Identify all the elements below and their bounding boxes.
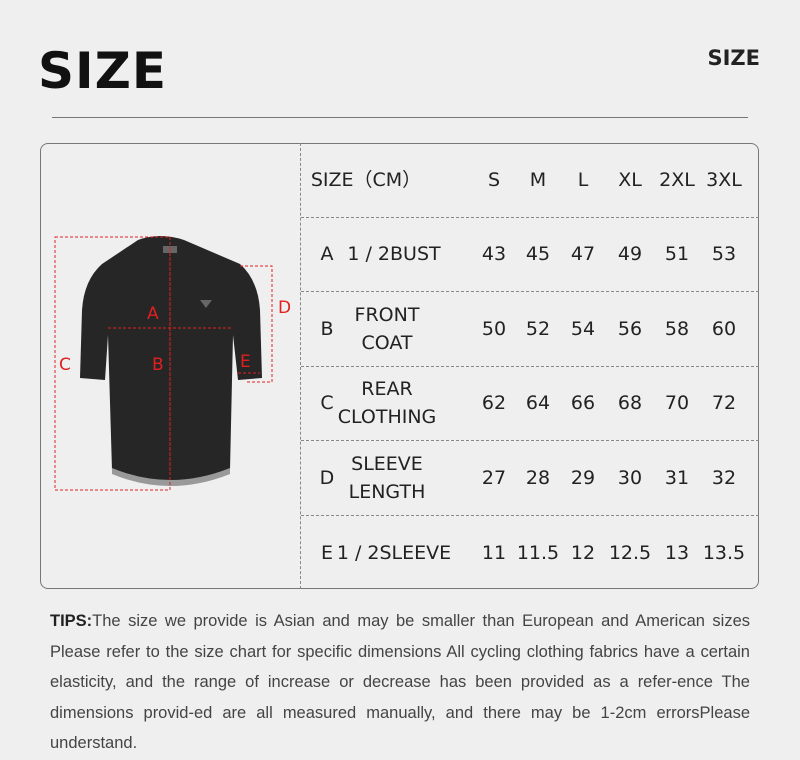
table-row: B FRONT COAT 50 52 54 56 58 60 [301,292,759,367]
row-value: 72 [711,392,737,415]
table-header: SIZE（CM） S M L XL 2XL 3XL [301,143,759,218]
row-value: 56 [617,317,643,340]
table-row: C REAR CLOTHING 62 64 66 68 70 72 [301,367,759,441]
row-value: 60 [711,317,737,340]
row-value: 32 [711,466,737,489]
label-d: D [278,298,290,318]
row-value: 45 [525,243,551,266]
panel-divider [300,143,301,589]
row-value: 29 [570,466,596,489]
header-label: SIZE（CM） [310,168,422,191]
header-size: M [529,168,547,191]
row-value: 58 [664,317,690,340]
row-value: 54 [570,317,596,340]
row-value: 11.5 [516,541,560,564]
row-name: FRONT COAT [354,303,420,354]
tips-label: TIPS: [50,612,93,630]
header-size: L [577,168,589,191]
label-c: C [59,355,71,375]
row-value: 11 [481,541,507,564]
table-row: A 1 / 2BUST 43 45 47 49 51 53 [301,218,759,292]
row-value: 50 [481,317,507,340]
row-value: 49 [617,243,643,266]
row-name: 1 / 2SLEEVE [336,541,452,564]
row-name: SLEEVE LENGTH [348,452,426,503]
row-value: 30 [617,466,643,489]
row-value: 12 [570,541,596,564]
tips-body: The size we provide is Asian and may be … [50,612,750,753]
row-letter: C [320,392,334,415]
row-value: 64 [525,392,551,415]
logo-icon [200,300,212,308]
header-size: 3XL [706,168,742,191]
label-b: B [152,355,164,375]
row-value: 43 [481,243,507,266]
header-size: S [487,168,501,191]
measure-d [240,265,273,383]
row-value: 62 [481,392,507,415]
row-value: 27 [481,466,507,489]
row-value: 47 [570,243,596,266]
jersey-shape [80,236,262,481]
label-e: E [240,352,251,372]
tips-text: TIPS:The size we provide is Asian and ma… [50,606,750,759]
row-value: 68 [617,392,643,415]
page-title: SIZE [38,42,168,100]
divider [52,117,748,118]
row-letter: A [320,243,334,266]
label-a: A [147,304,159,324]
row-value: 13.5 [702,541,746,564]
jersey-diagram: A B C D E [54,236,290,491]
row-name: REAR CLOTHING [337,378,437,429]
row-letter: B [320,317,334,340]
page-title-right: SIZE [707,46,760,70]
row-letter: D [319,466,335,489]
row-value: 52 [525,317,551,340]
row-name: 1 / 2BUST [347,243,441,266]
row-value: 28 [525,466,551,489]
jersey-hem [112,468,230,486]
row-value: 53 [711,243,737,266]
row-value: 31 [664,466,690,489]
row-value: 12.5 [608,541,652,564]
row-value: 51 [664,243,690,266]
row-letter: E [320,541,334,564]
row-value: 70 [664,392,690,415]
table-row: D SLEEVE LENGTH 27 28 29 30 31 32 [301,441,759,516]
size-table: SIZE（CM） S M L XL 2XL 3XL A 1 / 2BUST 43 45… [301,143,759,590]
header-size: 2XL [659,168,695,191]
header-size: XL [618,168,642,191]
row-value: 66 [570,392,596,415]
row-value: 13 [664,541,690,564]
